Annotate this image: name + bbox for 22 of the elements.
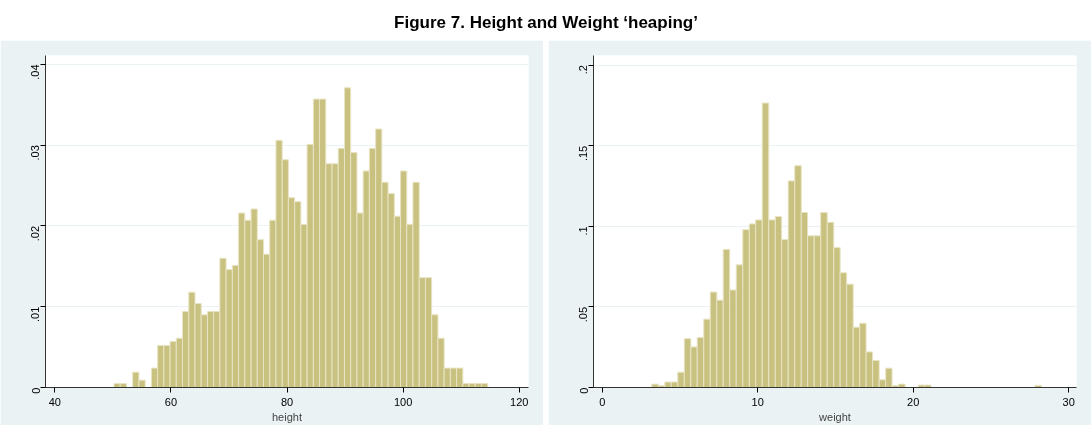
y-tick-label: .02 bbox=[29, 225, 42, 242]
x-tick-label: 80 bbox=[280, 395, 294, 408]
chart-title: Figure 7. Height and Weight ‘heaping’ bbox=[394, 13, 698, 32]
y-tick-label: .05 bbox=[577, 306, 590, 323]
y-tick-label: .15 bbox=[577, 145, 590, 162]
x-tick-label: 120 bbox=[510, 395, 529, 408]
x-tick-label: 60 bbox=[164, 395, 178, 408]
y-tick-label: .01 bbox=[29, 306, 42, 323]
y-tick-label: .1 bbox=[577, 226, 590, 236]
y-tick-label: 0 bbox=[577, 387, 590, 394]
x-tick-label: 100 bbox=[393, 395, 413, 408]
y-tick-label: .03 bbox=[29, 145, 42, 161]
x-tick-label: 20 bbox=[907, 395, 920, 408]
y-tick-label: .2 bbox=[577, 65, 590, 75]
x-tick-label: 10 bbox=[751, 395, 764, 408]
y-tick-label: .04 bbox=[29, 64, 42, 80]
x-tick-label: 0 bbox=[599, 395, 606, 408]
x-axis-title: weight bbox=[818, 410, 851, 423]
x-tick-label: 40 bbox=[48, 395, 61, 408]
y-tick-label: 0 bbox=[29, 387, 42, 394]
x-tick-label: 30 bbox=[1062, 395, 1075, 408]
x-axis-title: height bbox=[272, 410, 302, 423]
